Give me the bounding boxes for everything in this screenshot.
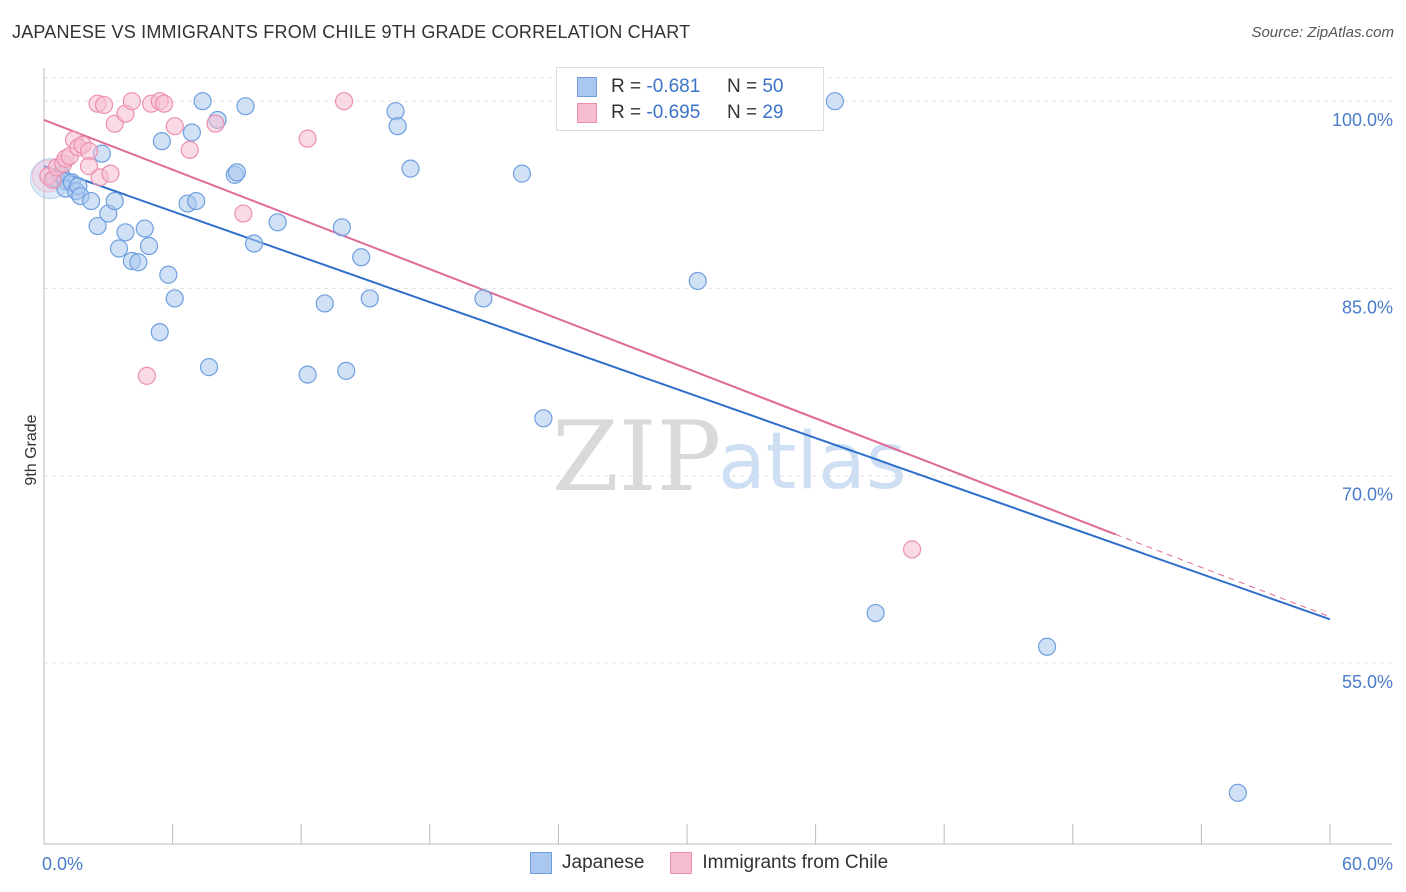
r-value: -0.695	[646, 102, 701, 123]
n-value: 50	[762, 76, 784, 97]
trend-line-chile-extension	[1115, 533, 1331, 618]
point-japanese	[193, 92, 212, 111]
watermark-atlas: atlas	[718, 417, 907, 507]
point-chile	[180, 140, 199, 159]
point-japanese	[474, 289, 493, 308]
chile-swatch	[577, 103, 597, 123]
point-japanese	[1228, 783, 1247, 802]
point-japanese	[105, 191, 124, 211]
trend-lines	[43, 119, 1331, 621]
point-japanese	[165, 289, 184, 308]
trend-line-japanese	[43, 165, 1331, 621]
point-chile	[101, 164, 120, 183]
watermark-zip: ZIP	[552, 401, 721, 513]
point-japanese	[332, 218, 352, 237]
legend-item-chile[interactable]: Immigrants from Chile	[670, 852, 888, 874]
point-japanese	[236, 97, 255, 116]
point-japanese	[1037, 637, 1057, 656]
point-chile	[165, 117, 184, 136]
point-japanese	[512, 164, 532, 183]
legend-label-japanese: Japanese	[562, 852, 645, 873]
point-japanese	[315, 294, 334, 313]
correlation-legend: R = -0.681 N = 50 R = -0.695 N = 29	[556, 67, 824, 131]
chile-swatch	[670, 852, 693, 874]
point-chile	[902, 540, 922, 559]
r-label: R =	[611, 102, 642, 123]
legend-row-chile: R = -0.695 N = 29	[577, 100, 783, 126]
point-chile	[94, 95, 114, 115]
point-japanese	[139, 236, 159, 256]
point-japanese	[386, 102, 405, 121]
y-tick-label: 70.0%	[1342, 485, 1393, 505]
point-japanese	[360, 289, 379, 308]
point-japanese	[182, 123, 201, 142]
point-japanese	[866, 603, 885, 623]
point-japanese	[109, 239, 129, 258]
x-tick-label-max: 60.0%	[1342, 854, 1393, 874]
point-japanese	[244, 234, 264, 253]
point-japanese	[534, 409, 553, 428]
n-label: N =	[726, 76, 758, 97]
source-label: Source: ZipAtlas.com	[1251, 24, 1394, 41]
axes: 55.0% 70.0% 85.0% 100.0%	[43, 68, 1393, 845]
r-value: -0.681	[646, 76, 701, 97]
legend-item-japanese[interactable]: Japanese	[530, 852, 644, 874]
japanese-swatch	[530, 852, 552, 874]
point-japanese	[352, 248, 371, 267]
point-japanese	[388, 117, 407, 136]
trend-line-chile	[43, 119, 1117, 536]
legend-row-japanese: R = -0.681 N = 50	[577, 74, 783, 100]
point-japanese	[82, 191, 101, 211]
point-chile	[334, 92, 354, 111]
y-axis-label: 9th Grade	[23, 414, 40, 485]
point-japanese	[337, 361, 356, 380]
point-japanese	[116, 223, 135, 242]
x-tick-label-min: 0.0%	[42, 854, 83, 874]
point-chile	[298, 129, 317, 148]
point-japanese	[159, 265, 178, 284]
legend-label-chile: Immigrants from Chile	[702, 852, 889, 873]
r-label: R =	[611, 76, 642, 97]
point-japanese	[227, 163, 246, 182]
point-japanese	[187, 191, 206, 211]
point-japanese	[135, 219, 154, 238]
point-japanese	[150, 323, 169, 342]
point-japanese	[688, 271, 707, 291]
series-legend: Japanese Immigrants from Chile	[530, 852, 914, 874]
point-chile	[154, 94, 174, 113]
point-japanese	[199, 358, 219, 377]
gridlines	[44, 77, 1392, 664]
y-tick-label: 85.0%	[1342, 297, 1393, 317]
point-japanese	[152, 132, 171, 151]
point-japanese	[129, 253, 148, 272]
japanese-swatch	[577, 77, 597, 97]
point-japanese	[298, 365, 317, 384]
point-japanese	[401, 159, 420, 178]
point-japanese	[825, 92, 844, 111]
point-japanese	[88, 216, 107, 236]
point-chile	[234, 204, 253, 223]
n-value: 29	[762, 102, 784, 123]
point-chile	[206, 114, 225, 133]
y-tick-label: 100.0%	[1332, 110, 1393, 130]
y-tick-label: 55.0%	[1342, 672, 1393, 692]
point-chile	[122, 92, 141, 111]
chart-title: JAPANESE VS IMMIGRANTS FROM CHILE 9TH GR…	[12, 22, 691, 42]
watermark: ZIP atlas	[552, 401, 907, 513]
point-chile	[79, 157, 99, 176]
n-label: N =	[726, 102, 758, 123]
data-points	[29, 92, 1247, 802]
point-chile	[137, 366, 156, 385]
point-japanese	[268, 213, 287, 232]
